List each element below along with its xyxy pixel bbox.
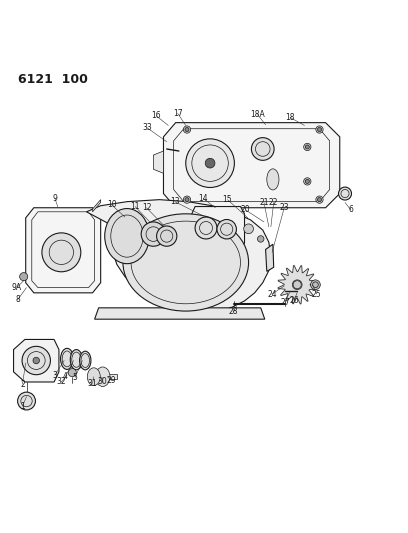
Text: 25: 25 [312, 289, 322, 298]
Text: 13: 13 [170, 197, 180, 206]
Circle shape [18, 392, 35, 410]
Circle shape [305, 180, 309, 183]
Polygon shape [191, 206, 244, 251]
Circle shape [317, 127, 322, 132]
Text: 1: 1 [20, 402, 25, 411]
Text: 5: 5 [73, 373, 78, 382]
Text: 11: 11 [131, 202, 140, 211]
Text: 18: 18 [285, 113, 295, 122]
Text: 32: 32 [57, 377, 66, 386]
Circle shape [183, 126, 191, 133]
Polygon shape [266, 244, 274, 271]
Circle shape [244, 224, 253, 233]
Circle shape [339, 187, 352, 200]
Ellipse shape [87, 368, 100, 386]
Polygon shape [89, 374, 117, 379]
Text: 9: 9 [53, 194, 57, 203]
Text: 29: 29 [107, 376, 116, 385]
Text: 4: 4 [63, 372, 68, 381]
Circle shape [257, 236, 264, 242]
Polygon shape [153, 151, 164, 173]
Text: 20: 20 [241, 205, 250, 214]
Text: 24: 24 [267, 289, 277, 298]
Ellipse shape [80, 351, 91, 370]
Polygon shape [95, 308, 265, 319]
Ellipse shape [123, 214, 248, 311]
Text: 15: 15 [223, 195, 232, 204]
Circle shape [293, 281, 301, 289]
Text: 6: 6 [348, 205, 353, 214]
Text: 28: 28 [228, 308, 238, 317]
Text: 31: 31 [88, 379, 98, 387]
Circle shape [317, 198, 322, 201]
Circle shape [33, 357, 40, 364]
Polygon shape [13, 340, 59, 382]
Text: 23: 23 [279, 203, 289, 212]
Circle shape [205, 158, 215, 168]
Text: 21: 21 [259, 198, 269, 207]
Text: 17: 17 [173, 109, 182, 118]
Circle shape [316, 126, 323, 133]
Circle shape [251, 138, 274, 160]
Text: 10: 10 [107, 200, 116, 209]
Text: 14: 14 [198, 194, 208, 203]
Ellipse shape [60, 349, 73, 369]
Polygon shape [164, 123, 340, 208]
Circle shape [195, 217, 217, 239]
Text: 26: 26 [289, 296, 299, 305]
Ellipse shape [70, 350, 82, 370]
Circle shape [304, 143, 311, 151]
Ellipse shape [105, 208, 149, 264]
Circle shape [68, 369, 76, 377]
Circle shape [42, 233, 81, 272]
Text: 9A: 9A [12, 283, 22, 292]
Circle shape [304, 178, 311, 185]
Circle shape [183, 196, 191, 203]
Text: 27: 27 [280, 297, 290, 306]
Ellipse shape [95, 367, 110, 386]
Circle shape [185, 127, 189, 132]
Ellipse shape [267, 169, 279, 190]
Circle shape [185, 198, 189, 201]
Text: 12: 12 [142, 203, 151, 212]
Circle shape [22, 346, 51, 375]
Polygon shape [278, 265, 317, 304]
Circle shape [293, 280, 302, 289]
Circle shape [20, 272, 28, 281]
Polygon shape [93, 200, 101, 212]
Text: 2: 2 [20, 379, 25, 389]
Text: 3: 3 [53, 370, 57, 379]
Polygon shape [86, 200, 271, 313]
Circle shape [186, 139, 234, 188]
Circle shape [157, 226, 177, 246]
Text: 22: 22 [269, 198, 278, 207]
Circle shape [217, 220, 236, 239]
Text: 33: 33 [142, 124, 152, 132]
Circle shape [141, 222, 166, 246]
Text: 18A: 18A [250, 110, 265, 119]
Text: 16: 16 [151, 111, 161, 120]
Circle shape [305, 145, 309, 149]
Text: 30: 30 [97, 377, 107, 386]
Circle shape [316, 196, 323, 203]
Polygon shape [26, 208, 101, 293]
Text: 6121  100: 6121 100 [18, 73, 87, 86]
Circle shape [310, 280, 320, 289]
Text: 8: 8 [15, 295, 20, 304]
